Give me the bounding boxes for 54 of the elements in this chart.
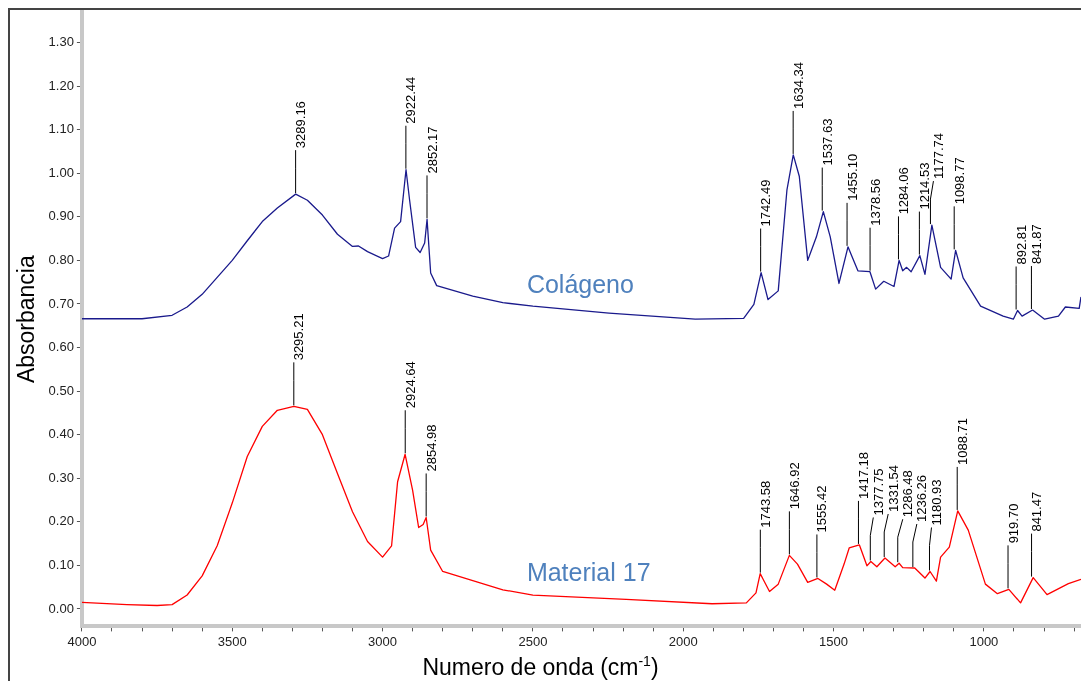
annotation: 1284.06 <box>896 167 912 215</box>
y-tick-label: 0.60 <box>48 339 74 355</box>
series-label: Material 17 <box>526 558 651 587</box>
y-tick-label: 0.20 <box>48 513 74 529</box>
annotation: 1646.92 <box>786 462 802 510</box>
annotation: 1377.75 <box>870 468 886 516</box>
annotation: 2924.64 <box>402 361 418 409</box>
x-tick-label: 2000 <box>668 633 698 649</box>
y-tick-label: 1.20 <box>48 77 74 93</box>
annotation: 1098.77 <box>951 157 967 205</box>
annotation: 1537.63 <box>819 118 835 166</box>
series-label: Colágeno <box>526 269 634 298</box>
y-tick-label: 0.80 <box>48 251 74 267</box>
annotation: 1331.54 <box>885 464 901 512</box>
annotation: 892.81 <box>1013 224 1029 265</box>
annotation: 1177.74 <box>931 133 947 180</box>
annotation: 2854.98 <box>423 424 439 472</box>
annotation: 1378.56 <box>867 178 883 226</box>
annotation: 2922.44 <box>403 76 419 124</box>
annotation: 841.47 <box>1029 491 1045 532</box>
annotation: 1555.42 <box>814 485 830 533</box>
annotation: 1180.93 <box>929 479 945 526</box>
y-tick-label: 1.00 <box>48 164 74 180</box>
x-tick-label: 1000 <box>969 633 999 649</box>
y-tick-label: 1.30 <box>48 34 74 50</box>
y-tick-label: 0.50 <box>48 382 74 398</box>
y-tick-label: 1.10 <box>48 121 74 137</box>
annotation: 3295.21 <box>291 313 307 361</box>
annotation: 841.87 <box>1029 224 1045 265</box>
y-tick-label: 0.10 <box>48 556 74 572</box>
annotation: 1286.48 <box>900 470 916 518</box>
y-tick-label: 0.30 <box>48 469 74 485</box>
x-tick-label: 3500 <box>217 633 247 649</box>
y-tick-label: 0.40 <box>48 426 74 442</box>
annotation: 1743.58 <box>757 480 773 528</box>
x-tick-label: 4000 <box>67 633 97 649</box>
annotation: 1088.71 <box>954 417 970 465</box>
y-axis-title: Absorbancia <box>13 255 40 384</box>
y-tick-label: 0.00 <box>48 600 74 616</box>
annotation: 1236.26 <box>914 475 930 523</box>
annotation: 1417.18 <box>856 451 872 499</box>
x-tick-label: 1500 <box>819 633 849 649</box>
x-tick-label: 2500 <box>518 633 548 649</box>
y-tick-label: 0.90 <box>48 208 74 224</box>
annotation: 1455.10 <box>844 153 860 201</box>
annotation: 1742.49 <box>758 179 774 227</box>
annotation: 919.70 <box>1005 503 1021 544</box>
annotation: 1214.53 <box>916 162 932 210</box>
annotation: 2852.17 <box>424 126 440 174</box>
x-axis-title: Numero de onda (cm$^{-1}$) <box>421 653 660 681</box>
x-tick-label: 3000 <box>368 633 398 649</box>
annotation: 1634.34 <box>790 61 806 109</box>
y-tick-label: 0.70 <box>48 295 74 311</box>
annotation: 3289.16 <box>293 101 309 149</box>
